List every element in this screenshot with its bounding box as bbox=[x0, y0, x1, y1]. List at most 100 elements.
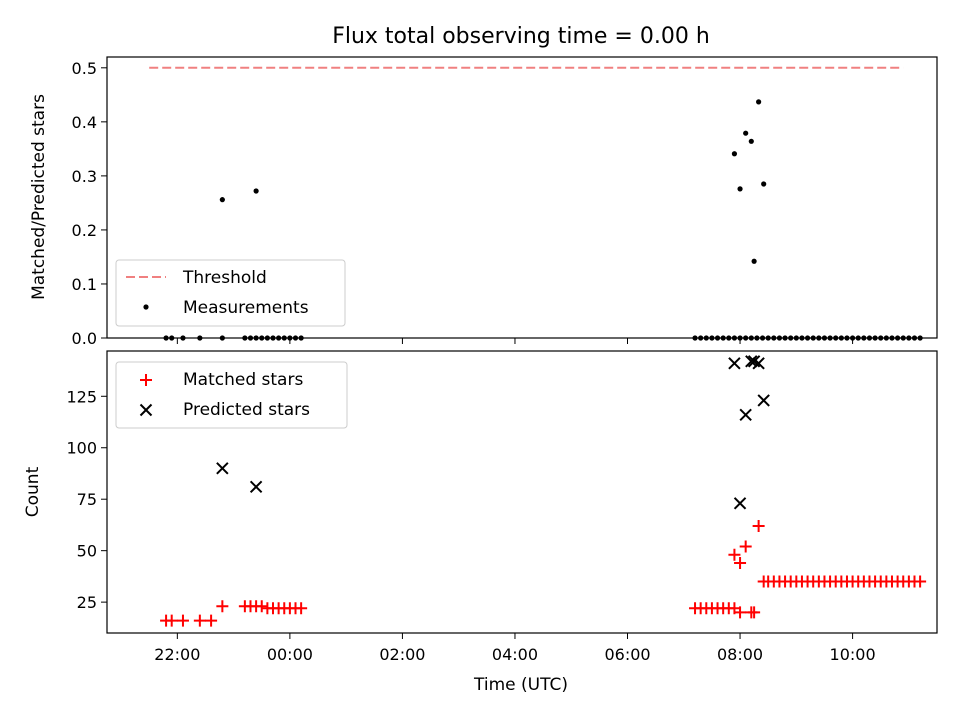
matched-star-marker bbox=[728, 548, 741, 561]
measurement-point bbox=[855, 335, 861, 341]
bottom-legend: Matched stars Predicted stars bbox=[115, 361, 348, 429]
measurement-point bbox=[281, 335, 287, 341]
measurement-point bbox=[709, 335, 715, 341]
measurement-point bbox=[726, 335, 732, 341]
measurement-point bbox=[264, 335, 270, 341]
measurement-point bbox=[748, 335, 754, 341]
matched-star-marker bbox=[752, 519, 765, 532]
measurement-point bbox=[751, 258, 757, 264]
x-tick-label: 08:00 bbox=[717, 645, 763, 664]
x-tick-label: 06:00 bbox=[604, 645, 650, 664]
x-tick-label: 22:00 bbox=[154, 645, 200, 664]
measurement-point bbox=[197, 335, 203, 341]
measurement-point bbox=[247, 335, 254, 341]
measurement-point bbox=[754, 335, 760, 341]
bottom-y-axis-label: Count bbox=[23, 466, 43, 517]
top-y-tick-label: 0.4 bbox=[72, 113, 97, 132]
measurement-point bbox=[253, 335, 259, 341]
measurement-point bbox=[771, 335, 777, 341]
bottom-y-tick-label: 125 bbox=[66, 387, 97, 406]
bottom-panel: 25 50 75 100 125 22:00 00:00 02:00 04:00 06:00 08:… bbox=[66, 350, 938, 664]
measurement-point bbox=[878, 335, 884, 341]
top-y-tick-label: 0.5 bbox=[72, 59, 97, 78]
measurement-point bbox=[895, 335, 901, 341]
measurement-point bbox=[219, 335, 225, 341]
predicted-star-marker bbox=[249, 480, 263, 494]
measurement-point bbox=[737, 335, 743, 341]
top-y-tick-label: 0.3 bbox=[72, 167, 97, 186]
measurement-point bbox=[714, 335, 721, 341]
predicted-star-marker bbox=[745, 355, 758, 368]
chart-title: Flux total observing time = 0.00 h bbox=[332, 24, 710, 49]
matched-star-marker bbox=[728, 602, 741, 615]
matched-star-marker bbox=[205, 614, 218, 627]
predicted-star-marker bbox=[752, 357, 765, 370]
matched-star-marker bbox=[255, 600, 268, 613]
measurement-point bbox=[253, 188, 259, 194]
measurement-point bbox=[169, 335, 175, 341]
matched-star-marker bbox=[295, 602, 308, 615]
predicted-star-marker bbox=[739, 408, 752, 422]
measurement-point bbox=[765, 335, 771, 341]
bottom-legend-box bbox=[115, 361, 348, 429]
measurement-point bbox=[743, 335, 749, 341]
x-tick-label: 02:00 bbox=[379, 645, 425, 664]
top-legend-box bbox=[115, 259, 346, 327]
measurement-point bbox=[827, 335, 833, 341]
measurement-point bbox=[731, 335, 738, 341]
measurement-point bbox=[788, 335, 794, 341]
measurement-point bbox=[889, 335, 895, 341]
measurement-point bbox=[759, 335, 766, 341]
measurement-point bbox=[861, 335, 867, 341]
x-tick-label: 00:00 bbox=[267, 645, 313, 664]
measurement-point bbox=[844, 335, 850, 341]
measurement-point bbox=[804, 335, 811, 341]
x-tick-label: 10:00 bbox=[830, 645, 876, 664]
top-y-axis-label: Matched/Predicted stars bbox=[29, 94, 49, 300]
bottom-y-tick-label: 50 bbox=[77, 542, 97, 561]
top-y-tick-label: 0.2 bbox=[72, 221, 97, 240]
legend-threshold-label: Threshold bbox=[182, 268, 267, 288]
matched-star-marker bbox=[165, 614, 178, 627]
predicted-star-marker bbox=[733, 497, 747, 510]
legend-matched-swatch bbox=[140, 374, 152, 386]
measurement-point bbox=[731, 151, 738, 157]
bottom-y-tick-label: 100 bbox=[66, 439, 97, 458]
bottom-plot-frame bbox=[106, 350, 938, 634]
measurement-point bbox=[292, 335, 299, 341]
measurement-point bbox=[776, 335, 783, 341]
x-axis-label: Time (UTC) bbox=[473, 675, 568, 695]
measurement-point bbox=[866, 335, 873, 341]
measurement-point bbox=[821, 335, 828, 341]
measurement-point bbox=[259, 335, 265, 341]
measurement-point bbox=[849, 335, 856, 341]
measurement-point bbox=[900, 335, 906, 341]
bottom-y-tick-label: 25 bbox=[77, 593, 97, 612]
matched-star-marker bbox=[216, 600, 229, 613]
measurement-point bbox=[703, 335, 709, 341]
legend-predicted-swatch bbox=[139, 403, 153, 417]
matched-star-marker bbox=[176, 614, 189, 627]
top-plot-frame bbox=[106, 56, 938, 339]
measurement-point bbox=[838, 335, 844, 341]
predicted-star-marker bbox=[757, 394, 770, 407]
legend-measurement-swatch bbox=[143, 304, 149, 310]
matched-star-marker bbox=[734, 557, 747, 570]
measurement-point bbox=[906, 335, 912, 341]
measurement-point bbox=[793, 335, 799, 341]
measurement-point bbox=[799, 335, 805, 341]
measurement-point bbox=[883, 335, 889, 341]
predicted-star-marker bbox=[216, 462, 229, 475]
measurement-point bbox=[761, 181, 767, 187]
measurement-point bbox=[276, 335, 282, 341]
measurement-point bbox=[756, 99, 762, 105]
measurement-point bbox=[287, 335, 293, 341]
measurement-point bbox=[163, 335, 169, 341]
measurement-point bbox=[743, 130, 749, 136]
measurement-point bbox=[692, 335, 698, 341]
measurement-point bbox=[219, 197, 225, 203]
measurement-point bbox=[810, 335, 816, 341]
x-tick-label: 04:00 bbox=[492, 645, 538, 664]
top-y-tick-label: 0.1 bbox=[72, 275, 97, 294]
